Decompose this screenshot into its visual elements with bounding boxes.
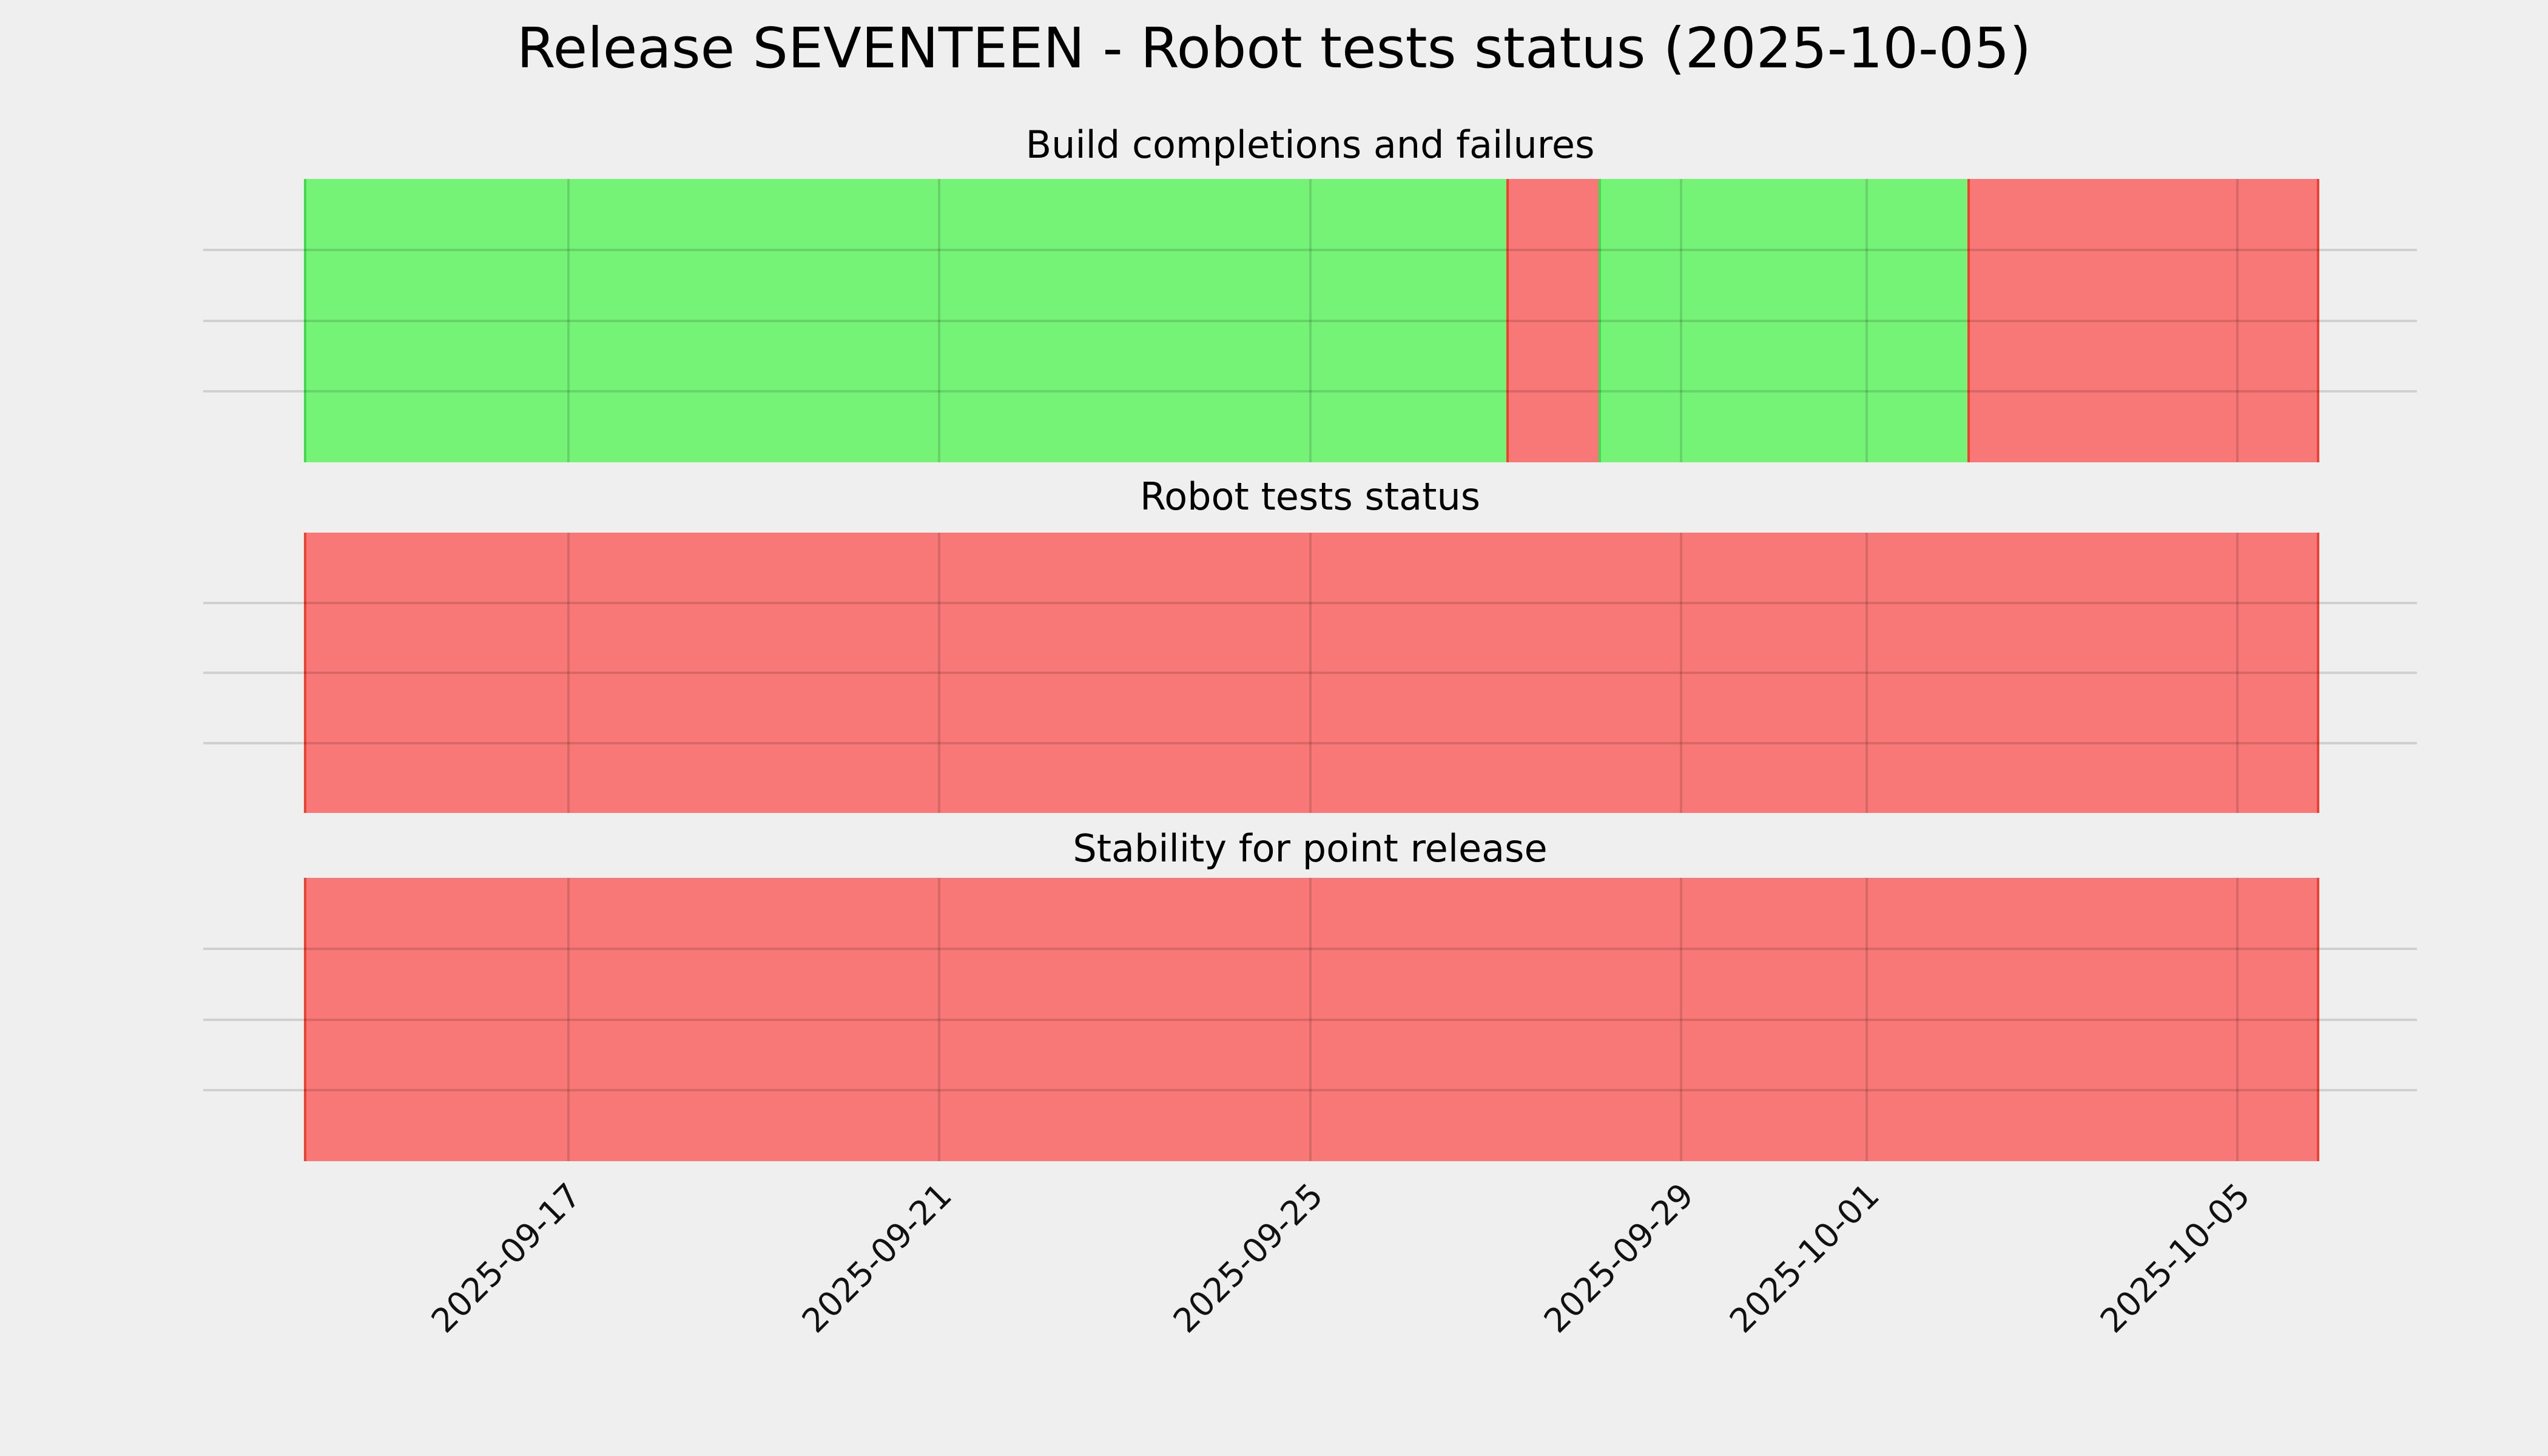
axes-robot-tests [203, 533, 2417, 813]
h-gridline [203, 1018, 2417, 1021]
segment-edge [2317, 533, 2320, 813]
x-tick-label: 2025-10-01 [1722, 1176, 1887, 1341]
v-gridline [937, 179, 940, 462]
v-gridline [1865, 179, 1868, 462]
h-gridline [203, 1089, 2417, 1092]
v-gridline [2236, 179, 2239, 462]
segment-edge [1598, 179, 1601, 462]
h-gridline [203, 248, 2417, 251]
axes-build-completions [203, 179, 2417, 462]
v-gridline [937, 878, 940, 1161]
segment-edge [2317, 179, 2320, 462]
h-gridline [203, 390, 2417, 393]
v-gridline [1865, 878, 1868, 1161]
v-gridline [2236, 878, 2239, 1161]
v-gridline [567, 179, 570, 462]
segment-edge [304, 878, 307, 1161]
v-gridline [2236, 533, 2239, 813]
v-gridline [1309, 533, 1312, 813]
panel-title-stability: Stability for point release [1073, 826, 1548, 871]
status-segment-fail [1506, 179, 1599, 462]
x-tick-label: 2025-09-25 [1165, 1176, 1331, 1341]
status-segment-fail [1967, 179, 2320, 462]
segment-edge [2317, 878, 2320, 1161]
x-tick-label: 2025-09-21 [794, 1176, 960, 1341]
x-tick-label: 2025-09-29 [1537, 1176, 1702, 1341]
status-segment-pass [304, 179, 1506, 462]
h-gridline [203, 947, 2417, 950]
segment-edge [304, 179, 307, 462]
v-gridline [1680, 878, 1683, 1161]
x-tick-label: 2025-09-17 [424, 1176, 589, 1341]
v-gridline [1680, 533, 1683, 813]
v-gridline [937, 533, 940, 813]
v-gridline [1309, 878, 1312, 1161]
x-tick-label: 2025-10-05 [2093, 1176, 2258, 1341]
h-gridline [203, 672, 2417, 674]
axes-stability [203, 878, 2417, 1161]
v-gridline [1865, 533, 1868, 813]
v-gridline [1680, 179, 1683, 462]
segment-edge [1506, 179, 1509, 462]
status-segment-fail [304, 878, 2320, 1161]
segment-edge [304, 533, 307, 813]
v-gridline [567, 878, 570, 1161]
figure-title: Release SEVENTEEN - Robot tests status (… [516, 16, 2032, 81]
status-segment-pass [1598, 179, 1967, 462]
h-gridline [203, 741, 2417, 744]
v-gridline [567, 533, 570, 813]
h-gridline [203, 601, 2417, 604]
status-segment-fail [304, 533, 2320, 813]
segment-edge [1967, 179, 1970, 462]
h-gridline [203, 319, 2417, 322]
panel-title-robot-tests: Robot tests status [1139, 474, 1481, 519]
panel-title-build-completions: Build completions and failures [1025, 123, 1595, 167]
v-gridline [1309, 179, 1312, 462]
